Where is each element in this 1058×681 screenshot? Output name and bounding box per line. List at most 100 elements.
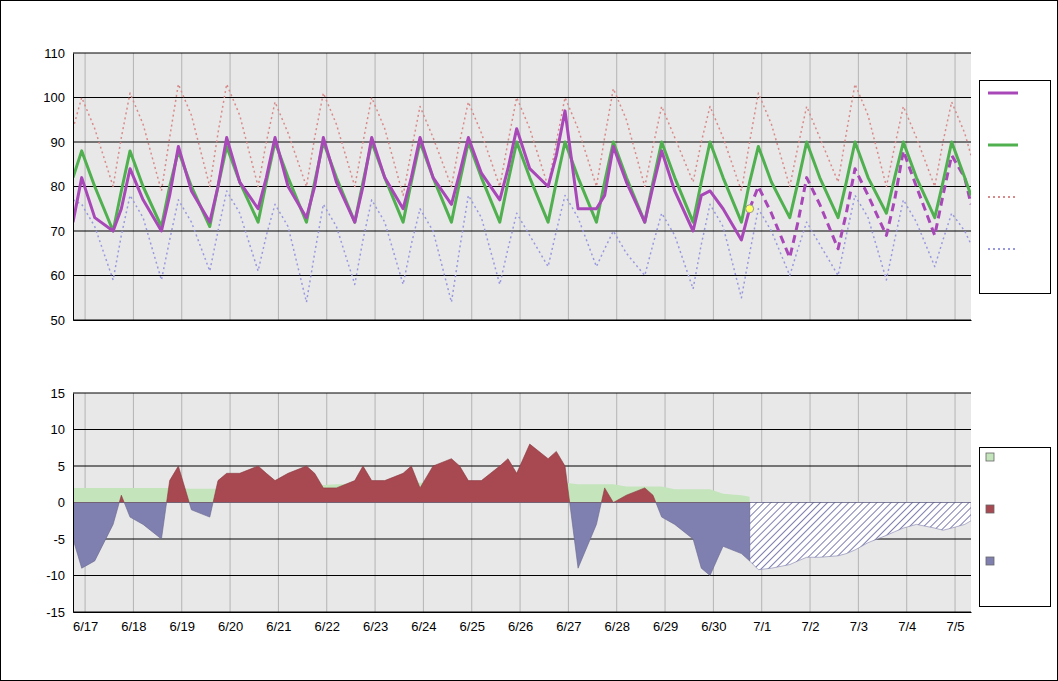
grid [73,393,971,612]
y-tick: 15 [51,386,73,401]
x-tick-label: 6/27 [556,619,581,634]
x-tick-label: 6/17 [73,619,98,634]
y-tick-label: 5 [58,459,65,474]
y-tick-label: 50 [51,313,65,328]
x-tick: 7/2 [802,612,820,634]
plot-background [73,53,971,320]
plot-background [73,393,971,612]
x-tick-label: 7/4 [898,619,916,634]
x-tick: 6/21 [266,612,291,634]
plot-area [73,444,971,575]
x-tick-label: 7/1 [753,619,771,634]
y-tick-label: 80 [51,179,65,194]
legend-box [980,448,1051,607]
grid-line-y [73,97,971,98]
legend-swatch [988,144,1018,147]
grid [73,53,971,320]
y-axis-line [73,394,74,613]
x-tick: 6/28 [605,612,630,634]
x-tick: 6/24 [411,612,436,634]
grid-line-y [73,275,971,276]
legend-swatch [988,92,1018,95]
legend-swatch [988,248,1018,250]
y-axis: 50 60 70 80 90 100 110 [43,46,73,328]
grid-line-y [73,53,971,54]
x-tick-label: 6/20 [218,619,243,634]
y-tick: 80 [51,179,73,194]
y-tick: 100 [43,90,73,105]
legend-swatch [988,196,1018,198]
series-area [750,503,971,570]
x-tick-label: 6/30 [701,619,726,634]
plot-area [73,84,971,302]
figure: 5060708090100110-15-10-50510156/176/186/… [0,0,1058,681]
y-tick-label: 10 [51,422,65,437]
x-axis: 6/17 6/18 6/19 6/20 6/21 6/22 6/23 6/24 6/25 6/26… [73,612,972,634]
grid-line-y [73,320,971,321]
panel: -15-10-50510156/176/186/196/206/216/226/… [46,386,1050,635]
x-tick-label: 6/25 [460,619,485,634]
y-tick: -5 [53,532,73,547]
point-marker [746,205,754,213]
y-tick: -10 [46,568,73,583]
x-tick-label: 6/28 [605,619,630,634]
legend-box [980,81,1051,294]
x-axis-line [74,320,972,321]
y-tick: 90 [51,135,73,150]
grid-line-y [73,575,971,576]
y-tick: 110 [44,46,73,61]
y-axis: -15 -10 -5 0 5 10 15 [46,386,73,620]
series-line [73,191,971,302]
x-tick: 7/3 [850,612,868,634]
y-axis-line [73,54,74,321]
x-tick-label: 6/18 [121,619,146,634]
x-tick: 6/22 [315,612,340,634]
x-tick-label: 7/3 [850,619,868,634]
y-tick-label: 0 [58,495,65,510]
y-tick: 70 [51,224,73,239]
x-tick-label: 6/29 [653,619,678,634]
y-tick-label: 15 [51,386,65,401]
y-tick: -15 [46,605,73,620]
y-tick: 5 [58,459,73,474]
panel: 50 60 70 80 90 100 110 [43,46,1050,328]
x-tick-label: 6/26 [508,619,533,634]
x-tick: 7/1 [753,612,771,634]
grid-line-y [73,612,971,613]
grid-line-y [73,186,971,187]
legend-swatch [986,453,994,461]
series-line [73,84,971,195]
x-tick-label: 7/2 [802,619,820,634]
x-tick: 6/27 [556,612,581,634]
y-tick-label: 70 [51,224,65,239]
legend-swatch [986,557,994,565]
x-axis-line [74,612,972,613]
y-tick-label: -5 [53,532,65,547]
x-tick: 6/30 [701,612,726,634]
y-tick: 10 [51,422,73,437]
x-tick: 6/17 [73,612,98,634]
legend [980,448,1051,607]
x-tick: 6/23 [363,612,388,634]
x-tick: 6/19 [170,612,195,634]
x-tick-label: 7/5 [947,619,965,634]
y-tick: 60 [51,268,73,283]
grid-line-y [73,429,971,430]
y-tick-label: 60 [51,268,65,283]
x-tick: 7/4 [898,612,916,634]
legend-swatch [986,505,994,513]
figure-border [1,1,1058,681]
x-tick: 6/20 [218,612,243,634]
y-tick-label: -15 [46,605,65,620]
y-tick: 0 [58,495,73,510]
x-tick-label: 6/19 [170,619,195,634]
y-tick-label: 90 [51,135,65,150]
series-area [73,503,750,576]
area-half [73,503,750,576]
x-tick: 6/26 [508,612,533,634]
x-tick: 6/25 [460,612,485,634]
grid-line-y [73,393,971,394]
grid-line-y [73,231,971,232]
y-tick: 50 [51,313,73,328]
y-tick-label: 110 [44,46,65,61]
